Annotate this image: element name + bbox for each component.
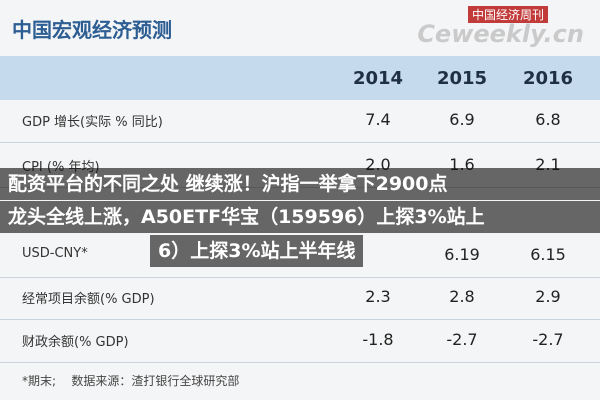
overlay-text: 龙头全线上涨，A50ETF华宝（159596）上探3%站上 (0, 201, 600, 233)
column-header: 2016 (522, 68, 574, 89)
cell: -1.8 (362, 330, 394, 349)
title: 中国宏观经济预测 (12, 18, 172, 42)
cell: 7.4 (365, 110, 391, 129)
row-divider (0, 277, 600, 278)
column-header: 2015 (436, 68, 488, 89)
row-divider (0, 319, 600, 320)
row-label: 财政余额(% GDP) (22, 335, 129, 350)
overlay-text: 6）上探3%站上半年线 (150, 235, 364, 267)
cell: 6.9 (449, 110, 475, 129)
watermark: 中国经济周刊 (467, 6, 548, 23)
note: *期末; (22, 374, 57, 388)
source: 数据来源：渣打银行全球研究部 (71, 374, 240, 388)
row-divider (0, 142, 600, 143)
cell: 2.3 (365, 287, 391, 306)
footnote: *期末; 数据来源：渣打银行全球研究部 (22, 372, 239, 389)
row-label: GDP 增长(实际 % 同比) (22, 115, 163, 130)
cell: 2.8 (449, 287, 475, 306)
row-label: 经常项目余额(% GDP) (22, 292, 155, 307)
cell: 6.19 (444, 245, 480, 264)
row-divider (0, 362, 600, 363)
cell: -2.7 (446, 330, 478, 349)
watermark-site: Ceweekly.cn (417, 20, 584, 48)
cell: -2.7 (532, 330, 564, 349)
cell: 6.8 (535, 110, 561, 129)
row-label: USD-CNY* (22, 246, 88, 261)
overlay-text: 配资平台的不同之处 继续涨！沪指一举拿下2900点 (0, 168, 600, 200)
cell: 6.15 (530, 245, 566, 264)
cell: 2.9 (535, 287, 561, 306)
column-header: 2014 (352, 68, 404, 89)
header-band (0, 56, 600, 100)
